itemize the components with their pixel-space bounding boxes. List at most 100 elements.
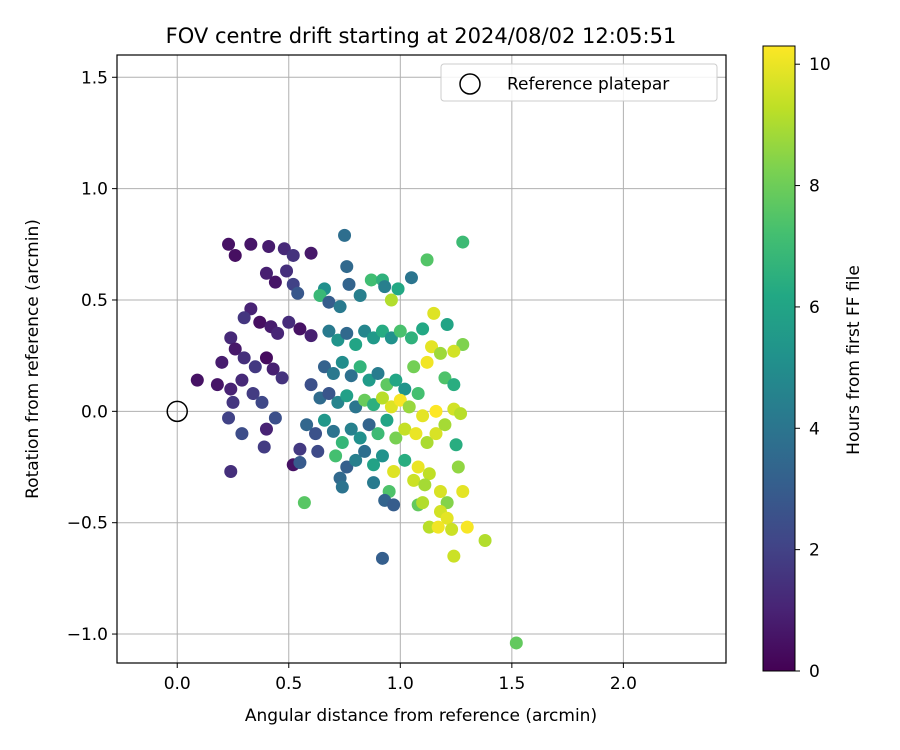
data-point (326, 366, 340, 380)
data-point (375, 449, 389, 463)
y-tick-label: 1.5 (81, 68, 108, 88)
data-point (384, 293, 398, 307)
data-point (398, 422, 412, 436)
data-point (228, 248, 242, 262)
data-point (404, 331, 418, 345)
y-axis-ticks: −1.0 −0.5 0.0 0.5 1.0 1.5 (67, 68, 117, 645)
data-point (416, 409, 430, 423)
data-point (367, 331, 381, 345)
data-point (393, 324, 407, 338)
colorbar-tick-label: 2 (809, 541, 820, 561)
data-point (235, 373, 249, 387)
data-point (349, 338, 363, 352)
x-tick-label: 2.0 (610, 674, 637, 694)
data-point (460, 520, 474, 534)
data-point (353, 360, 367, 374)
data-point (222, 411, 236, 425)
data-point (416, 322, 430, 336)
data-point (440, 496, 454, 510)
data-point (456, 235, 470, 249)
data-point (447, 378, 461, 392)
data-point (344, 369, 358, 383)
data-point (322, 387, 336, 401)
data-point (353, 431, 367, 445)
data-point (433, 346, 447, 360)
y-tick-label: 0.5 (81, 291, 108, 311)
data-point (478, 534, 492, 548)
data-point (244, 302, 258, 316)
data-point (509, 636, 523, 650)
data-point (409, 427, 423, 441)
data-point (335, 480, 349, 494)
data-point (440, 317, 454, 331)
data-point (398, 382, 412, 396)
colorbar-tick-label: 0 (809, 662, 820, 682)
data-point (384, 400, 398, 414)
data-point (445, 522, 459, 536)
data-point (418, 478, 432, 492)
data-point (364, 273, 378, 287)
data-point (456, 338, 470, 352)
y-tick-label: −1.0 (67, 625, 108, 645)
colorbar-ticks: 0 2 4 6 8 10 (795, 55, 831, 682)
data-point (244, 237, 258, 251)
data-point (297, 496, 311, 510)
data-point (259, 266, 273, 280)
data-point (224, 464, 238, 478)
data-point (367, 476, 381, 490)
x-tick-label: 0.0 (164, 674, 191, 694)
data-point (375, 391, 389, 405)
data-point (268, 275, 282, 289)
data-point (353, 289, 367, 303)
reference-marker (166, 400, 188, 423)
data-point (429, 427, 443, 441)
data-point (404, 271, 418, 285)
data-point (235, 427, 249, 441)
data-point (371, 366, 385, 380)
y-tick-label: 1.0 (81, 180, 108, 200)
data-point (398, 453, 412, 467)
data-point (375, 324, 389, 338)
data-point (407, 473, 421, 487)
data-point (371, 427, 385, 441)
data-point (210, 378, 224, 392)
data-point (317, 413, 331, 427)
legend: Reference platepar (440, 63, 718, 102)
data-point (309, 427, 323, 441)
data-point (447, 549, 461, 563)
data-point (224, 331, 238, 345)
data-point (407, 360, 421, 374)
data-point (340, 326, 354, 340)
data-point (387, 464, 401, 478)
legend-marker-reference (459, 73, 481, 95)
data-point (362, 373, 376, 387)
data-point (380, 413, 394, 427)
data-point (389, 431, 403, 445)
data-point (190, 373, 204, 387)
data-point (367, 458, 381, 472)
data-point (262, 240, 276, 254)
data-point (329, 449, 343, 463)
data-point (338, 228, 352, 242)
data-point (222, 237, 236, 251)
data-point (411, 460, 425, 474)
x-axis-ticks: 0.0 0.5 1.0 1.5 2.0 (164, 663, 637, 694)
data-point (420, 253, 434, 267)
data-point (367, 398, 381, 412)
data-point (340, 460, 354, 474)
data-point (311, 444, 325, 458)
y-axis-label: Rotation from reference (arcmin) (23, 219, 43, 499)
data-point (304, 246, 318, 260)
chart-title: FOV centre drift starting at 2024/08/02 … (166, 24, 677, 48)
colorbar-label: Hours from first FF file (844, 265, 864, 455)
data-point (293, 456, 307, 470)
data-point (248, 360, 262, 374)
data-point (326, 424, 340, 438)
data-point (300, 418, 314, 432)
x-tick-label: 0.5 (275, 674, 302, 694)
data-point (427, 306, 441, 320)
data-point (259, 351, 273, 365)
data-point (322, 324, 336, 338)
data-point (454, 407, 468, 421)
